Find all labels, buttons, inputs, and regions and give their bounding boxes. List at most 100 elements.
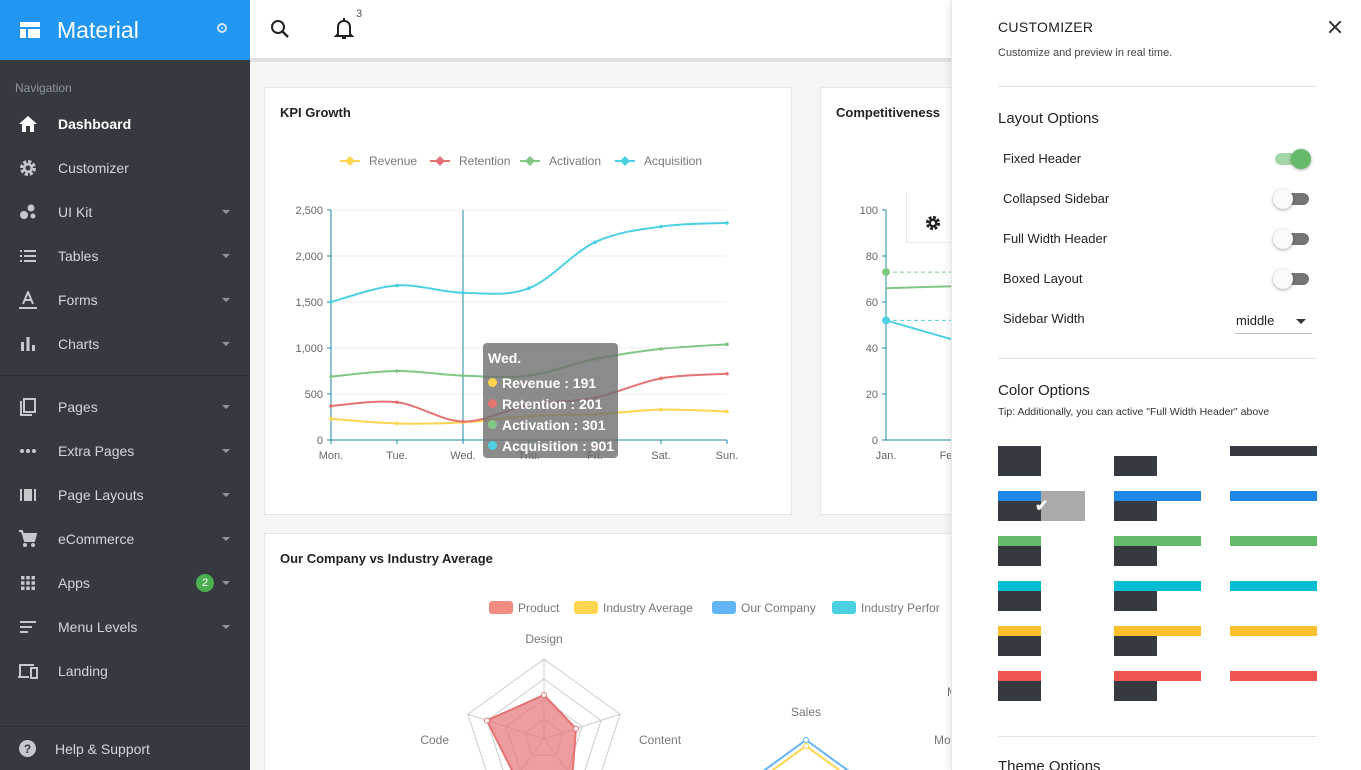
competitiveness-card: Competitiveness 0 20 40 60 80 100 Jan. Fe	[820, 87, 960, 515]
data-point	[395, 421, 399, 426]
cart-icon	[18, 529, 38, 549]
data-point	[659, 347, 663, 351]
color-swatch[interactable]	[1114, 626, 1201, 656]
sidebar-item-label: Page Layouts	[58, 487, 144, 503]
chevron-down-icon	[222, 625, 230, 629]
chevron-down-icon	[222, 493, 230, 497]
color-swatch[interactable]	[1114, 581, 1201, 611]
gear-icon	[18, 158, 38, 178]
data-point	[659, 224, 663, 229]
legend-label: Acquisition	[644, 154, 702, 168]
sidebar-width-select[interactable]: middle	[1235, 309, 1312, 334]
color-swatch[interactable]	[1114, 491, 1201, 521]
color-swatch[interactable]	[998, 446, 1085, 476]
bar-chart-icon	[18, 334, 38, 354]
chevron-down-icon	[222, 342, 230, 346]
color-swatch[interactable]	[1230, 446, 1317, 476]
sidebar-item-landing[interactable]: Landing	[0, 649, 250, 693]
data-point	[395, 283, 399, 288]
card-title: Our Company vs Industry Average	[280, 551, 493, 566]
card-title: KPI Growth	[280, 105, 351, 120]
sidebar-item-extra-pages[interactable]: Extra Pages	[0, 429, 250, 473]
data-point	[395, 400, 399, 405]
sidebar-item-customizer[interactable]: Customizer	[0, 146, 250, 190]
data-point	[461, 419, 465, 424]
bell-icon[interactable]	[333, 18, 355, 40]
sidebar-item-pages[interactable]: Pages	[0, 385, 250, 429]
legend-item: Revenue	[340, 154, 417, 168]
sidebar-pin-icon[interactable]	[217, 23, 227, 33]
sidebar-item-label: Forms	[58, 292, 98, 308]
legend-marker	[435, 156, 445, 166]
fixed-header-toggle[interactable]	[1275, 149, 1311, 169]
sidebar-item-forms[interactable]: Forms	[0, 278, 250, 322]
radar-grid	[486, 678, 602, 770]
legend-marker	[345, 156, 355, 166]
color-options-heading: Color Options	[998, 382, 1090, 399]
color-swatch[interactable]	[1230, 671, 1317, 701]
menu-levels-icon	[18, 617, 38, 637]
color-swatch[interactable]	[998, 671, 1085, 701]
close-icon[interactable]	[1328, 20, 1342, 34]
color-swatch[interactable]	[1114, 446, 1201, 476]
legend-swatch	[832, 601, 856, 614]
y-tick-label: 20	[866, 389, 878, 401]
brand-bar: Material	[0, 0, 250, 60]
full-width-header-toggle[interactable]	[1273, 229, 1309, 249]
color-swatch[interactable]	[1230, 626, 1317, 656]
x-tick-label: Tue.	[386, 450, 408, 462]
sidebar-item-tables[interactable]: Tables	[0, 234, 250, 278]
legend-swatch	[712, 601, 736, 614]
data-point	[461, 291, 465, 295]
sidebar-item-label: Tables	[58, 248, 99, 264]
data-point	[461, 373, 465, 378]
color-swatch[interactable]: ✔	[998, 491, 1085, 521]
color-swatch[interactable]	[1114, 536, 1201, 566]
chevron-down-icon	[222, 449, 230, 453]
legend-item: Activation	[520, 154, 601, 168]
sidebar-item-label: Menu Levels	[58, 619, 138, 635]
sidebar-item-apps[interactable]: Apps 2	[0, 561, 250, 605]
color-swatch[interactable]	[1114, 671, 1201, 701]
sidebar-item-label: Apps	[58, 575, 90, 591]
tooltip-row: Retention : 201	[488, 393, 618, 414]
tooltip-text: Retention : 201	[502, 395, 603, 412]
check-icon: ✔	[1035, 498, 1049, 515]
y-tick-label: 1,500	[295, 297, 323, 309]
color-swatch[interactable]	[998, 581, 1085, 611]
chevron-down-icon	[222, 405, 230, 409]
sidebar-item-label: Charts	[58, 336, 100, 352]
sidebar-item-menu-levels[interactable]: Menu Levels	[0, 605, 250, 649]
collapsed-sidebar-toggle[interactable]	[1273, 189, 1309, 209]
sidebar-item-label: Customizer	[58, 160, 129, 176]
radar-point	[572, 725, 579, 732]
layout-icon	[18, 485, 38, 505]
search-icon[interactable]	[270, 19, 290, 39]
chart-settings-button[interactable]	[906, 193, 956, 243]
series-line	[330, 221, 728, 303]
help-support-link[interactable]: ? Help & Support	[0, 726, 250, 770]
sidebar-item-page-layouts[interactable]: Page Layouts	[0, 473, 250, 517]
legend-label: Industry Average	[603, 601, 693, 615]
tooltip-row: Activation : 301	[488, 414, 618, 435]
y-tick-label: 100	[860, 205, 878, 217]
color-swatch[interactable]	[1230, 491, 1317, 521]
boxed-layout-toggle[interactable]	[1273, 269, 1309, 289]
data-point	[329, 404, 333, 408]
legend-item: Industry Perfor	[832, 601, 940, 615]
sidebar-item-ui-kit[interactable]: UI Kit	[0, 190, 250, 234]
y-tick-label: 500	[305, 389, 323, 401]
color-swatch[interactable]	[1230, 581, 1317, 611]
sidebar-item-charts[interactable]: Charts	[0, 322, 250, 366]
color-swatch[interactable]	[998, 626, 1085, 656]
card-title: Competitiveness	[836, 105, 941, 120]
sidebar-item-ecommerce[interactable]: eCommerce	[0, 517, 250, 561]
color-swatch[interactable]	[998, 536, 1085, 566]
color-swatch[interactable]	[1230, 536, 1317, 566]
legend-label: Our Company	[741, 601, 816, 615]
tooltip-text: Activation : 301	[502, 416, 606, 433]
y-tick-label: 2,500	[295, 205, 323, 217]
sidebar-item-dashboard[interactable]: Dashboard	[0, 102, 250, 146]
legend-item: Acquisition	[615, 154, 702, 168]
customizer-panel: CUSTOMIZER Customize and preview in real…	[951, 0, 1361, 770]
